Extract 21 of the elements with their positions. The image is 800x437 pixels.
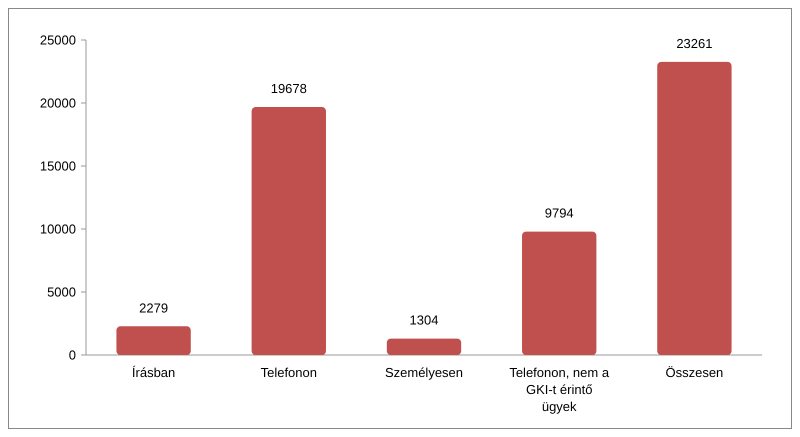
y-tick-label: 20000: [40, 96, 76, 111]
y-tick-label: 15000: [40, 158, 76, 174]
data-label: 23261: [676, 36, 712, 51]
y-tick-label: 10000: [40, 222, 76, 237]
data-label: 1304: [410, 312, 438, 328]
y-tick-label: 25000: [40, 32, 76, 48]
data-label: 19678: [270, 81, 307, 96]
x-tick-label: Írásban: [132, 365, 176, 380]
bar: [252, 107, 326, 355]
x-tick-label: Telefonon: [260, 365, 317, 380]
data-label: 9794: [544, 206, 574, 221]
y-tick-label: 5000: [47, 284, 76, 300]
x-tick-label: Telefonon, nem a GKI-t érintő ügyek: [509, 365, 610, 414]
bar: [386, 338, 462, 355]
x-tick-label: Személyesen: [384, 365, 464, 380]
y-tick-label: 0: [68, 348, 76, 363]
bar: [522, 232, 596, 355]
data-label: 2279: [139, 300, 168, 316]
bar: [657, 62, 732, 355]
bar: [116, 326, 191, 355]
x-tick-label: Összesen: [665, 365, 724, 380]
